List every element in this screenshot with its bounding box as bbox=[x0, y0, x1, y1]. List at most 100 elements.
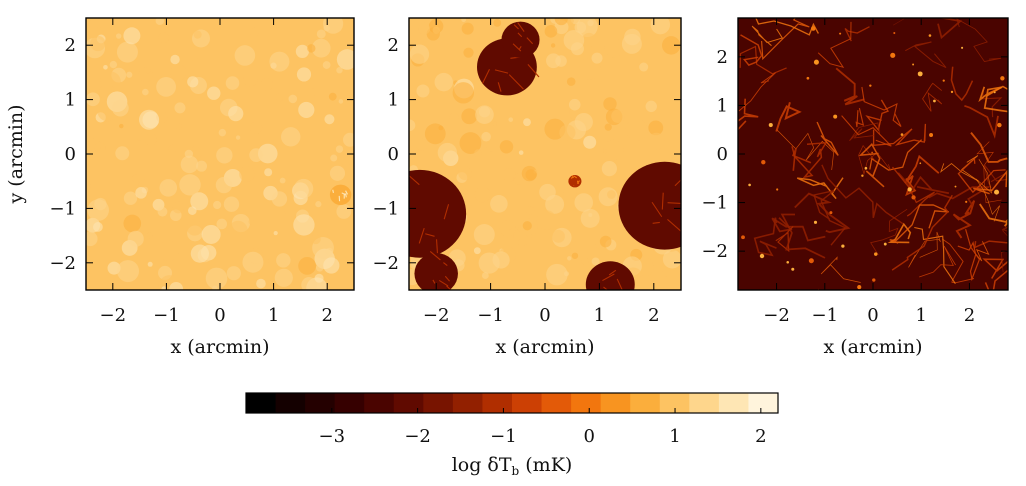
filament bbox=[780, 213, 826, 259]
halo-knot bbox=[808, 258, 814, 264]
filament bbox=[889, 204, 949, 244]
texture-blob bbox=[135, 187, 147, 199]
colorbar-ticks: −3 −2 −1 0 1 2 bbox=[319, 408, 767, 447]
texture-blob bbox=[434, 72, 453, 92]
region-filament bbox=[517, 22, 525, 32]
texture-blob bbox=[264, 168, 273, 177]
halo-knot bbox=[864, 166, 868, 170]
texture-blob bbox=[323, 24, 330, 32]
texture-blob bbox=[179, 174, 201, 196]
texture-blob bbox=[116, 41, 138, 63]
x-tick-label: 0 bbox=[214, 305, 225, 326]
region-filament bbox=[418, 227, 425, 244]
x-tick-label: 2 bbox=[648, 305, 659, 326]
ionized-region bbox=[618, 161, 681, 250]
texture-blob bbox=[207, 86, 221, 100]
texture-blob bbox=[276, 253, 291, 268]
filament bbox=[897, 172, 950, 195]
ionized-region bbox=[409, 169, 467, 258]
ticks-middle: −2 −1 0 1 2 −2 −1 0 1 2 bbox=[372, 18, 681, 326]
region-filament bbox=[517, 32, 523, 38]
texture-blob bbox=[111, 99, 129, 117]
texture-blob bbox=[559, 124, 576, 141]
texture-blob bbox=[144, 133, 157, 146]
halo-knot bbox=[841, 244, 845, 248]
x-tick-label: 1 bbox=[268, 305, 279, 326]
texture-blob bbox=[146, 232, 153, 239]
texture-blob bbox=[523, 118, 531, 127]
filament bbox=[738, 72, 776, 112]
texture-blob bbox=[604, 123, 612, 131]
ionized-region bbox=[585, 261, 635, 290]
colorbar-cells bbox=[246, 393, 779, 413]
filament bbox=[905, 41, 947, 69]
halo-knot bbox=[928, 34, 932, 37]
texture-blob bbox=[115, 146, 130, 161]
halo-knot bbox=[813, 59, 819, 65]
colorbar-cell bbox=[512, 393, 543, 413]
texture-blob bbox=[142, 88, 149, 96]
y-tick-label: −2 bbox=[701, 241, 728, 262]
region-filament bbox=[425, 233, 435, 237]
filament bbox=[771, 217, 826, 242]
halo-knot bbox=[950, 90, 954, 94]
filament bbox=[952, 200, 976, 239]
colorbar-tick-label: −1 bbox=[490, 426, 517, 447]
filament bbox=[820, 256, 861, 283]
filament bbox=[813, 190, 847, 246]
texture-blob bbox=[127, 230, 144, 247]
texture-blob bbox=[546, 263, 568, 286]
texture-blob bbox=[315, 263, 324, 272]
texture-blob bbox=[249, 27, 259, 37]
texture-blob bbox=[168, 18, 173, 22]
x-tick-label: −1 bbox=[812, 305, 839, 326]
ticks-left: −2 −1 0 1 2 −2 −1 0 1 2 bbox=[49, 18, 354, 326]
texture-blob bbox=[563, 186, 577, 200]
region-filament bbox=[513, 24, 519, 30]
texture-blob bbox=[174, 102, 186, 114]
region-filament bbox=[443, 262, 448, 267]
texture-blob bbox=[87, 199, 109, 221]
colorbar-cell bbox=[275, 393, 306, 413]
halo-knot bbox=[869, 84, 872, 87]
halo-knot bbox=[768, 122, 773, 128]
texture-blob bbox=[206, 18, 228, 30]
texture-blob bbox=[170, 64, 187, 81]
texture-blob bbox=[94, 142, 106, 153]
halo-knot bbox=[810, 26, 816, 31]
texture-blob bbox=[625, 118, 648, 141]
texture-blob bbox=[225, 76, 240, 90]
region-filament bbox=[602, 273, 615, 282]
ionized-region bbox=[501, 21, 540, 58]
texture-blob bbox=[416, 84, 430, 98]
texture-blob bbox=[473, 247, 481, 255]
halo-knot bbox=[806, 76, 810, 80]
colorbar-cell bbox=[659, 393, 690, 413]
texture-blob bbox=[574, 21, 587, 34]
texture-blob bbox=[567, 18, 574, 25]
halo-knot bbox=[912, 63, 915, 66]
y-tick-label: −1 bbox=[372, 198, 399, 219]
texture-blob bbox=[90, 35, 106, 52]
halo-knot bbox=[874, 252, 878, 256]
texture-blob bbox=[216, 218, 228, 230]
texture-blob bbox=[452, 82, 475, 104]
texture-blob bbox=[415, 138, 428, 151]
texture-blob bbox=[147, 261, 153, 267]
region-filament bbox=[332, 189, 334, 193]
region-filament bbox=[341, 192, 347, 196]
region-filament bbox=[508, 74, 524, 90]
texture-blob bbox=[138, 67, 153, 82]
colorbar-cell bbox=[482, 393, 513, 413]
texture-blob bbox=[157, 206, 168, 217]
texture-blob bbox=[336, 49, 354, 70]
texture-blob bbox=[161, 286, 167, 290]
texture-blob bbox=[587, 19, 594, 27]
texture-blob bbox=[235, 135, 241, 140]
colorbar-cell bbox=[600, 393, 631, 413]
texture-blob bbox=[563, 29, 585, 51]
texture-blob bbox=[571, 252, 579, 259]
texture-blob bbox=[474, 186, 491, 203]
texture-blob bbox=[273, 230, 278, 236]
halo-knot bbox=[833, 114, 838, 119]
